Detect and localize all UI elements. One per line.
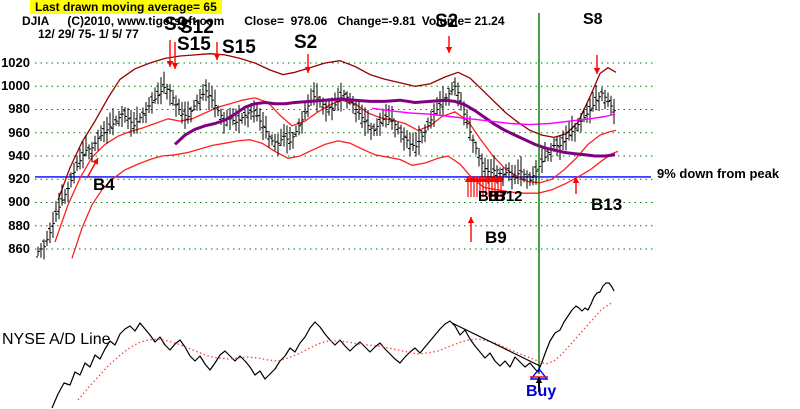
signal-b12: B12 (495, 188, 523, 205)
y-tick-920: 920 (8, 171, 30, 186)
y-tick-860: 860 (8, 241, 30, 256)
signal-b4: B4 (93, 175, 115, 194)
change-value: Change=-9.81 (337, 14, 416, 28)
signal-s8: S8 (583, 11, 603, 28)
signal-s2-first: S2 (294, 32, 318, 53)
signal-b13: B13 (591, 195, 623, 214)
title-row: DJIA (C)2010, www.tigersoft.com Close= 978… (22, 14, 505, 28)
y-tick-1020: 1020 (1, 55, 30, 70)
buy-label: Buy (526, 383, 557, 400)
signal-s15-first: S15 (177, 34, 211, 55)
nine-percent-label: 9% down from peak (657, 166, 780, 181)
ad-line-label: NYSE A/D Line (2, 331, 111, 348)
signal-s9: S9 (164, 14, 188, 35)
y-tick-880: 880 (8, 218, 30, 233)
y-tick-1000: 1000 (1, 78, 30, 93)
signal-s12: S12 (180, 17, 214, 38)
last-ma-banner: Last drawn moving average= 65 (30, 0, 222, 14)
y-tick-980: 980 (8, 101, 30, 116)
signal-s15-second: S15 (222, 37, 256, 58)
signal-s2-second: S2 (435, 11, 459, 32)
signal-b8: B8 (478, 188, 498, 205)
volume-value: Volume= 21.24 (421, 14, 505, 28)
signal-b7: B7 (488, 188, 508, 205)
date-range-label: 12/ 29/ 75- 1/ 5/ 77 (38, 27, 139, 41)
y-tick-940: 940 (8, 148, 30, 163)
copyright-label: (C)2010, www.tigersoft.com (67, 14, 225, 28)
y-tick-900: 900 (8, 194, 30, 209)
y-tick-960: 960 (8, 125, 30, 140)
close-value: Close= 978.06 (244, 14, 328, 28)
symbol-label: DJIA (22, 14, 50, 28)
signal-b9: B9 (485, 228, 507, 247)
